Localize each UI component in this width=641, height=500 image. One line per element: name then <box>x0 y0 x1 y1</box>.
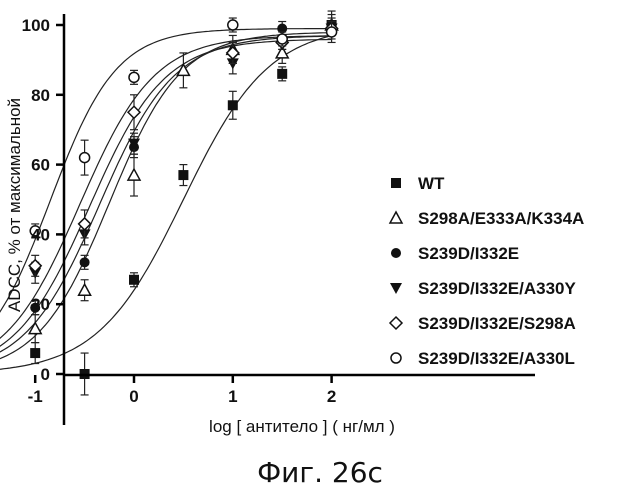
legend-marker <box>391 353 401 363</box>
y-tick-label: 60 <box>31 156 50 175</box>
data-point <box>228 20 238 30</box>
data-point <box>128 169 140 180</box>
y-axis-label: ADCC, % от максимальной <box>5 98 24 312</box>
x-tick-label: -1 <box>28 387 43 406</box>
legend-item: S239D/I332E/A330L <box>391 349 575 368</box>
x-tick-label: 1 <box>228 387 237 406</box>
data-point <box>80 257 90 267</box>
legend: WT S298A/E333A/K334A S239D/I332E S239D/I332… <box>390 174 584 368</box>
fit-curve <box>0 33 332 365</box>
legend-label: S298A/E333A/K334A <box>418 209 584 228</box>
plot-area <box>0 11 338 416</box>
legend-item: S239D/I332E/S298A <box>390 314 576 333</box>
data-point <box>128 106 140 118</box>
x-tick-label: 0 <box>129 387 138 406</box>
legend-marker <box>390 317 402 329</box>
y-tick-label: 80 <box>31 86 50 105</box>
legend-item: S298A/E333A/K334A <box>390 209 584 228</box>
data-point <box>227 47 239 59</box>
y-tick-label: 40 <box>31 225 50 244</box>
legend-label: S239D/I332E/A330Y <box>418 279 576 298</box>
data-point <box>80 153 90 163</box>
data-point <box>129 72 139 82</box>
y-tick-label: 100 <box>22 16 50 35</box>
x-axis-label: log [ антитело ] ( нг/мл ) <box>209 417 395 436</box>
legend-label: WT <box>418 174 445 193</box>
legend-marker <box>391 178 401 188</box>
legend-label: S239D/I332E/S298A <box>418 314 576 333</box>
data-point <box>129 275 139 285</box>
data-point <box>277 69 287 79</box>
data-point <box>277 34 287 44</box>
x-tick-label: 2 <box>327 387 336 406</box>
figure-caption: Фиг. 26с <box>257 456 383 489</box>
legend-label: S239D/I332E <box>418 244 519 263</box>
data-point <box>79 284 91 295</box>
legend-label: S239D/I332E/A330L <box>418 349 575 368</box>
data-point <box>178 170 188 180</box>
legend-marker <box>391 248 401 258</box>
y-tick-label: 0 <box>41 365 50 384</box>
legend-item: WT <box>391 174 445 193</box>
legend-marker <box>390 212 402 223</box>
data-point <box>228 100 238 110</box>
legend-marker <box>390 283 402 294</box>
legend-item: S239D/I332E <box>391 244 519 263</box>
data-point <box>30 348 40 358</box>
y-tick-label: 20 <box>31 295 50 314</box>
legend-item: S239D/I332E/A330Y <box>390 279 576 298</box>
data-point <box>327 27 337 37</box>
